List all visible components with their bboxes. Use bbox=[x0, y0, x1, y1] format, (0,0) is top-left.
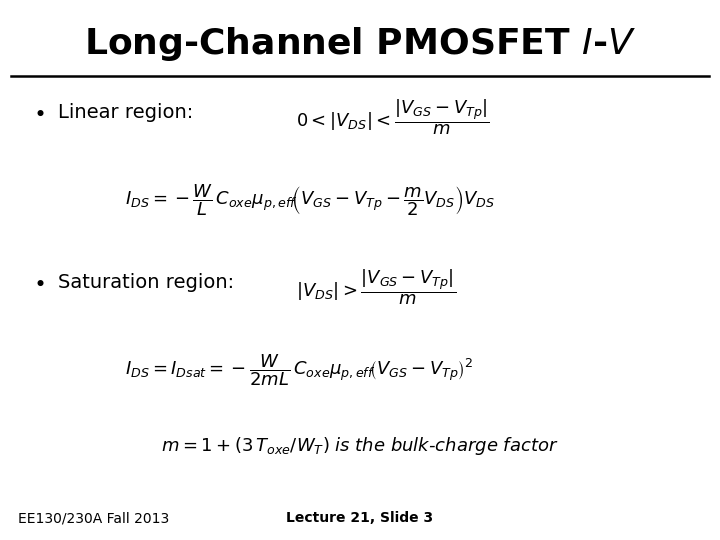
Text: EE130/230A Fall 2013: EE130/230A Fall 2013 bbox=[19, 511, 170, 525]
Text: Saturation region:: Saturation region: bbox=[58, 273, 234, 292]
Text: Lecture 21, Slide 3: Lecture 21, Slide 3 bbox=[287, 511, 433, 525]
Text: Linear region:: Linear region: bbox=[58, 103, 193, 122]
Text: $\bullet$: $\bullet$ bbox=[32, 273, 44, 293]
Text: Long-Channel PMOSFET $\mathit{I}$-$\mathit{V}$: Long-Channel PMOSFET $\mathit{I}$-$\math… bbox=[84, 25, 636, 63]
Text: $0 < |V_{DS}| < \dfrac{|V_{GS} - V_{Tp}|}{m}$: $0 < |V_{DS}| < \dfrac{|V_{GS} - V_{Tp}|… bbox=[296, 97, 490, 137]
Text: $I_{DS} = -\dfrac{W}{L}\,C_{oxe}\mu_{p,eff}\!\left(V_{GS} - V_{Tp} - \dfrac{m}{2: $I_{DS} = -\dfrac{W}{L}\,C_{oxe}\mu_{p,e… bbox=[125, 183, 495, 218]
Text: $\bullet$: $\bullet$ bbox=[32, 103, 44, 123]
Text: $m = 1 + (3\,T_{oxe}/W_T)$ is the bulk-charge factor: $m = 1 + (3\,T_{oxe}/W_T)$ is the bulk-c… bbox=[161, 435, 559, 457]
Text: $I_{DS} = I_{Dsat} = -\dfrac{W}{2mL}\,C_{oxe}\mu_{p,eff}\!\left(V_{GS} - V_{Tp}\: $I_{DS} = I_{Dsat} = -\dfrac{W}{2mL}\,C_… bbox=[125, 353, 474, 388]
Text: $|V_{DS}| > \dfrac{|V_{GS} - V_{Tp}|}{m}$: $|V_{DS}| > \dfrac{|V_{GS} - V_{Tp}|}{m}… bbox=[296, 267, 456, 307]
